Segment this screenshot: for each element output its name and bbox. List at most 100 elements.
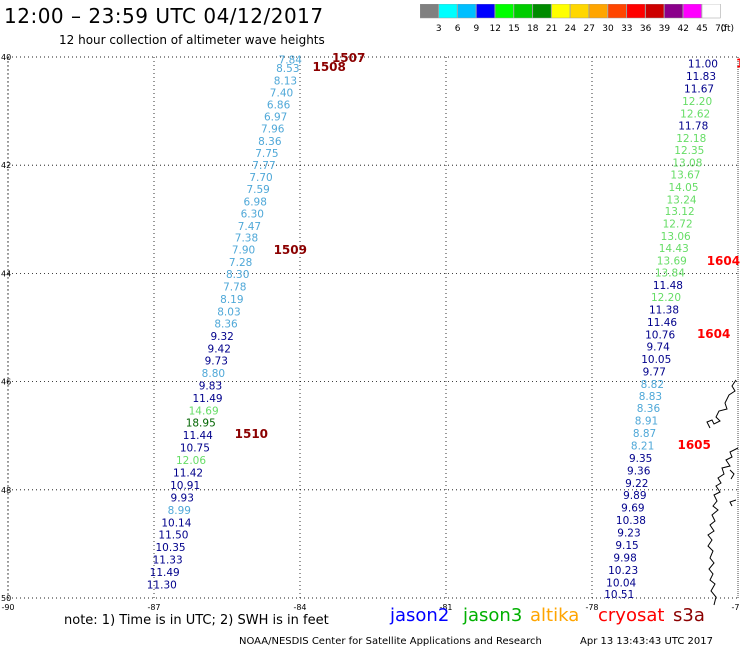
colorbar-swatch	[645, 4, 665, 19]
map-grid	[7, 56, 739, 599]
wave-height-value: 9.32	[210, 331, 233, 343]
wave-height-value: 13.24	[667, 194, 697, 206]
wave-height-value: 11.30	[147, 579, 177, 591]
colorbar-label: 18	[527, 24, 539, 34]
wave-height-value: 11.50	[158, 530, 188, 542]
wave-height-value: 8.36	[214, 319, 238, 331]
wave-height-value: 8.87	[633, 428, 656, 440]
wave-height-value: 10.91	[170, 480, 200, 492]
wave-height-value: 7.28	[229, 257, 252, 269]
wave-height-value: 9.69	[621, 503, 644, 515]
wave-height-value: 8.19	[220, 294, 243, 306]
pass-time-label: 1508	[312, 60, 345, 74]
colorbar-label: 42	[677, 24, 688, 34]
wave-height-value: 11.44	[183, 430, 213, 442]
lon-label: -84	[293, 603, 306, 612]
pass-time-label: 1510	[235, 427, 268, 441]
wave-height-value: 13.06	[661, 231, 691, 243]
lon-label: -75	[731, 603, 740, 612]
colorbar-label: 30	[602, 24, 614, 34]
wave-height-value: 7.84	[279, 55, 303, 67]
wave-height-value: 11.33	[153, 555, 183, 567]
colorbar-label: 6	[455, 24, 461, 34]
wave-height-value: 11.83	[686, 71, 716, 83]
wave-height-value: 11.46	[647, 317, 677, 329]
axis-labels: 40 42 44 46 48 50-90 -87 -84 -81 -78 -75	[1, 53, 740, 612]
wave-height-value: 7.70	[249, 172, 272, 184]
wave-height-value: 12.72	[663, 219, 693, 231]
wave-height-value: 8.30	[226, 269, 249, 281]
colorbar-unit: (ft)	[720, 24, 734, 34]
wave-height-value: 9.15	[615, 540, 638, 552]
wave-height-value: 7.75	[255, 148, 278, 160]
page-title: 12:00 – 23:59 UTC 04/12/2017	[4, 4, 324, 28]
wave-height-value: 7.96	[261, 123, 285, 135]
colorbar-swatch	[682, 4, 702, 19]
wave-height-value: 8.53	[276, 63, 299, 75]
wave-height-value: 11.42	[173, 467, 203, 479]
pass-time-label: 1509	[274, 243, 307, 257]
colorbar-label: 3	[436, 24, 442, 34]
credit-text: NOAA/NESDIS Center for Satellite Applica…	[239, 636, 542, 647]
wave-height-value: 14.43	[659, 243, 689, 255]
wave-height-value: 12.18	[676, 133, 706, 145]
wave-height-value: 9.74	[646, 341, 670, 353]
wave-height-value: 14.05	[668, 182, 698, 194]
colorbar-label: 70	[715, 24, 727, 34]
wave-height-value: 9.35	[629, 453, 652, 465]
legend-item-s3a: s3a	[673, 605, 705, 626]
wave-height-value: 11.48	[653, 280, 683, 292]
legend-item-cryosat: cryosat	[598, 605, 665, 626]
wave-height-value: 9.22	[625, 478, 648, 490]
coastline	[706, 379, 739, 606]
colorbar-label: 33	[621, 24, 632, 34]
wave-height-value: 12.35	[674, 145, 704, 157]
wave-height-value: 8.13	[274, 75, 297, 87]
wave-height-value: 11.38	[649, 305, 679, 317]
colorbar: 3 6 9 12 15 18 21 24 27 30 33 36 39 42 45 70(ft)	[420, 4, 734, 34]
colorbar-swatch	[551, 4, 571, 19]
wave-height-value: 7.59	[246, 184, 269, 196]
colorbar-label: 39	[659, 24, 671, 34]
lon-label: -90	[1, 603, 14, 612]
wave-height-value: 10.76	[645, 330, 675, 342]
colorbar-swatch	[513, 4, 533, 19]
wave-height-value: 7.77	[252, 160, 275, 172]
wave-height-value: 9.98	[613, 552, 636, 564]
pass-time-label: 1604	[707, 254, 740, 268]
lat-label: 40	[1, 53, 11, 62]
wave-height-value: 7.40	[270, 88, 293, 100]
wave-height-value: 7.38	[235, 233, 258, 245]
wave-height-value: 8.83	[639, 391, 662, 403]
wave-height-value: 9.23	[617, 528, 640, 540]
wave-height-value: 9.93	[171, 492, 194, 504]
wave-height-value: 10.05	[641, 354, 671, 366]
wave-height-value: 13.12	[665, 206, 695, 218]
wave-height-value: 7.78	[223, 281, 246, 293]
wave-height-value: 6.98	[244, 196, 267, 208]
colorbar-swatch	[570, 4, 589, 19]
wave-height-value: 8.91	[635, 416, 658, 428]
pass-time-label: 1507	[332, 51, 365, 65]
wave-height-value: 9.36	[627, 465, 651, 477]
colorbar-label: 9	[474, 24, 480, 34]
wave-height-value: 9.73	[205, 356, 228, 368]
wave-height-value: 14.69	[189, 405, 219, 417]
wave-height-value: 9.89	[623, 490, 646, 502]
wave-height-value: 10.14	[161, 517, 191, 529]
wave-height-value: 11.78	[678, 121, 708, 133]
colorbar-swatch	[420, 4, 439, 19]
wave-height-value: 9.77	[643, 366, 666, 378]
colorbar-swatch	[476, 4, 495, 19]
wave-height-value: 9.83	[199, 380, 222, 392]
colorbar-swatch	[607, 4, 627, 19]
colorbar-label: 45	[696, 24, 707, 34]
wave-height-value: 6.97	[264, 112, 287, 124]
wave-height-value: 13.84	[655, 267, 685, 279]
lon-label: -87	[147, 603, 160, 612]
wave-height-value: 8.21	[631, 440, 654, 452]
legend-item-altika: altika	[530, 605, 580, 626]
lat-label: 50	[1, 594, 11, 603]
wave-height-value: 11.49	[193, 393, 223, 405]
wave-height-value: 10.38	[616, 515, 646, 527]
